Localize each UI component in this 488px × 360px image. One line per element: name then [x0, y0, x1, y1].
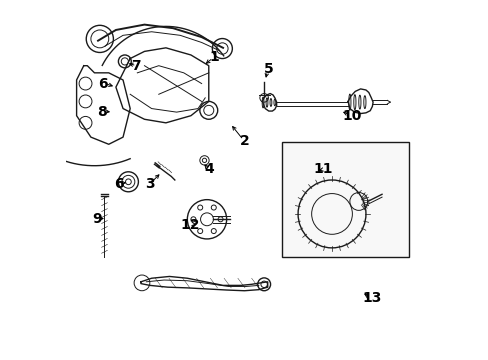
Text: 5: 5 [264, 62, 273, 76]
Text: 3: 3 [145, 176, 154, 190]
Text: 7: 7 [130, 59, 140, 73]
Text: 10: 10 [341, 109, 361, 123]
Bar [282, 143, 408, 257]
Text: 11: 11 [313, 162, 332, 176]
Text: 8: 8 [97, 105, 106, 119]
Text: 4: 4 [203, 162, 213, 176]
Text: 6: 6 [114, 176, 123, 190]
Text: 2: 2 [239, 134, 249, 148]
Text: 13: 13 [362, 291, 381, 305]
Text: 9: 9 [92, 212, 102, 226]
Text: 6: 6 [99, 77, 108, 91]
Text: 12: 12 [180, 218, 200, 231]
Text: 1: 1 [209, 50, 219, 64]
